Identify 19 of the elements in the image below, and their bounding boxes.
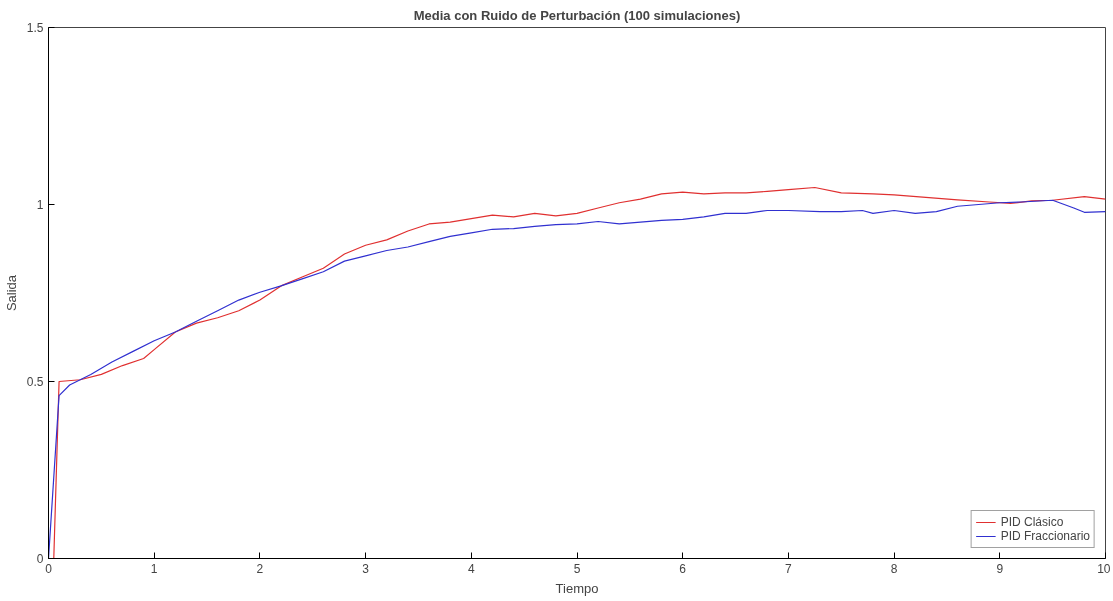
- y-tick-label: 1: [36, 198, 44, 212]
- x-tick-label: 4: [467, 561, 475, 576]
- x-tick-label: 3: [362, 561, 370, 576]
- y-tick-label: 0.5: [26, 375, 44, 389]
- chart-title: Media con Ruido de Perturbación (100 simulaciones): [413, 7, 741, 23]
- legend-label: PID Clásico: [1000, 515, 1064, 529]
- legend-label: PID Fraccionario: [1000, 529, 1090, 543]
- x-tick-label: 2: [256, 561, 264, 576]
- y-tick-label: 0: [36, 552, 44, 566]
- x-tick-label: 6: [679, 561, 687, 576]
- x-tick-label: 1: [150, 561, 158, 576]
- x-tick-label: 9: [996, 561, 1004, 576]
- y-tick-label: 1.5: [26, 21, 44, 35]
- y-axis-title: Salida: [3, 274, 19, 312]
- x-tick-label: 7: [785, 561, 793, 576]
- x-axis-title: Tiempo: [555, 580, 599, 596]
- x-tick-label: 5: [573, 561, 581, 576]
- x-tick-label: 8: [890, 561, 898, 576]
- x-tick-label: 10: [1097, 561, 1111, 576]
